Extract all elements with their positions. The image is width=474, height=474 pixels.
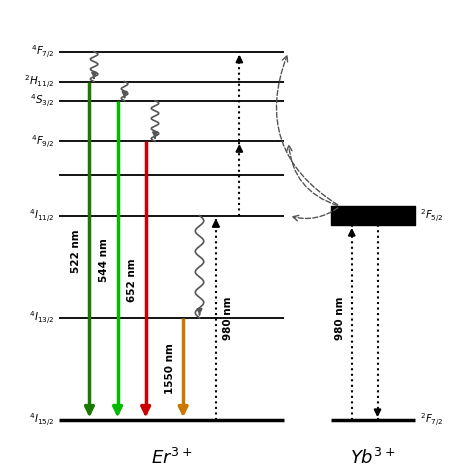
Text: $^4$$I_{11/2}$: $^4$$I_{11/2}$: [29, 207, 55, 224]
Text: 980 nm: 980 nm: [335, 296, 345, 339]
Text: $^4$$I_{15/2}$: $^4$$I_{15/2}$: [29, 411, 55, 428]
Text: 1550 nm: 1550 nm: [164, 344, 175, 394]
Text: 522 nm: 522 nm: [71, 229, 81, 273]
Text: $^2$$H_{11/2}$: $^2$$H_{11/2}$: [24, 73, 55, 90]
Text: $^2F_{5/2}$: $^2F_{5/2}$: [419, 207, 443, 224]
Text: $^4$$F_{7/2}$: $^4$$F_{7/2}$: [31, 43, 55, 60]
Text: $Er^{3+}$: $Er^{3+}$: [151, 448, 192, 468]
Text: $^2F_{7/2}$: $^2F_{7/2}$: [419, 411, 443, 428]
Text: $Yb^{3+}$: $Yb^{3+}$: [350, 448, 396, 468]
Text: $^4$$F_{9/2}$: $^4$$F_{9/2}$: [31, 133, 55, 150]
Text: 980 nm: 980 nm: [223, 296, 233, 339]
Text: 544 nm: 544 nm: [99, 238, 109, 283]
Text: $^4$$S_{3/2}$: $^4$$S_{3/2}$: [30, 92, 55, 109]
Text: 652 nm: 652 nm: [127, 259, 137, 302]
Text: $^4$$I_{13/2}$: $^4$$I_{13/2}$: [29, 310, 55, 326]
